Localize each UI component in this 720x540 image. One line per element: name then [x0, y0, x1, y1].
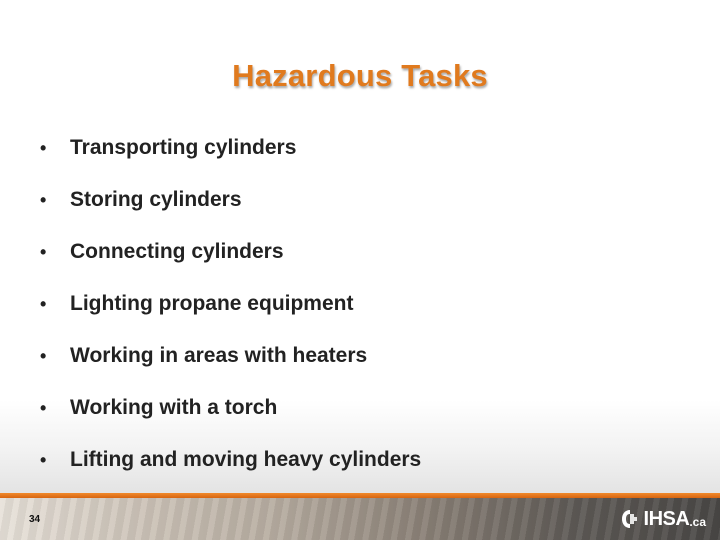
logo-suffix: .ca: [689, 515, 706, 529]
bullet-icon: •: [40, 294, 47, 314]
list-item-text: Lighting propane equipment: [70, 292, 354, 315]
ihsa-logo: IHSA .ca: [619, 506, 706, 532]
bullet-icon: •: [40, 242, 47, 262]
list-item-text: Working with a torch: [70, 396, 278, 419]
logo-text: IHSA: [643, 507, 690, 530]
bullet-icon: •: [40, 346, 47, 366]
list-item-text: Transporting cylinders: [70, 136, 297, 159]
footer-divider: [0, 493, 720, 498]
footer-texture: [0, 498, 720, 540]
list-item-text: Working in areas with heaters: [70, 344, 368, 367]
list-item-text: Storing cylinders: [70, 188, 242, 211]
bullet-icon: •: [40, 450, 47, 470]
bullet-icon: •: [40, 138, 47, 158]
list-item-text: Lifting and moving heavy cylinders: [70, 448, 422, 471]
slide-title: Hazardous Tasks: [232, 58, 488, 93]
bullet-icon: •: [40, 190, 47, 210]
bullet-icon: •: [40, 398, 47, 418]
list-item-text: Connecting cylinders: [70, 240, 284, 263]
ihsa-logo-icon: [621, 510, 637, 528]
page-number: 34: [29, 514, 41, 525]
footer-bar: 34 IHSA .ca: [0, 498, 720, 540]
